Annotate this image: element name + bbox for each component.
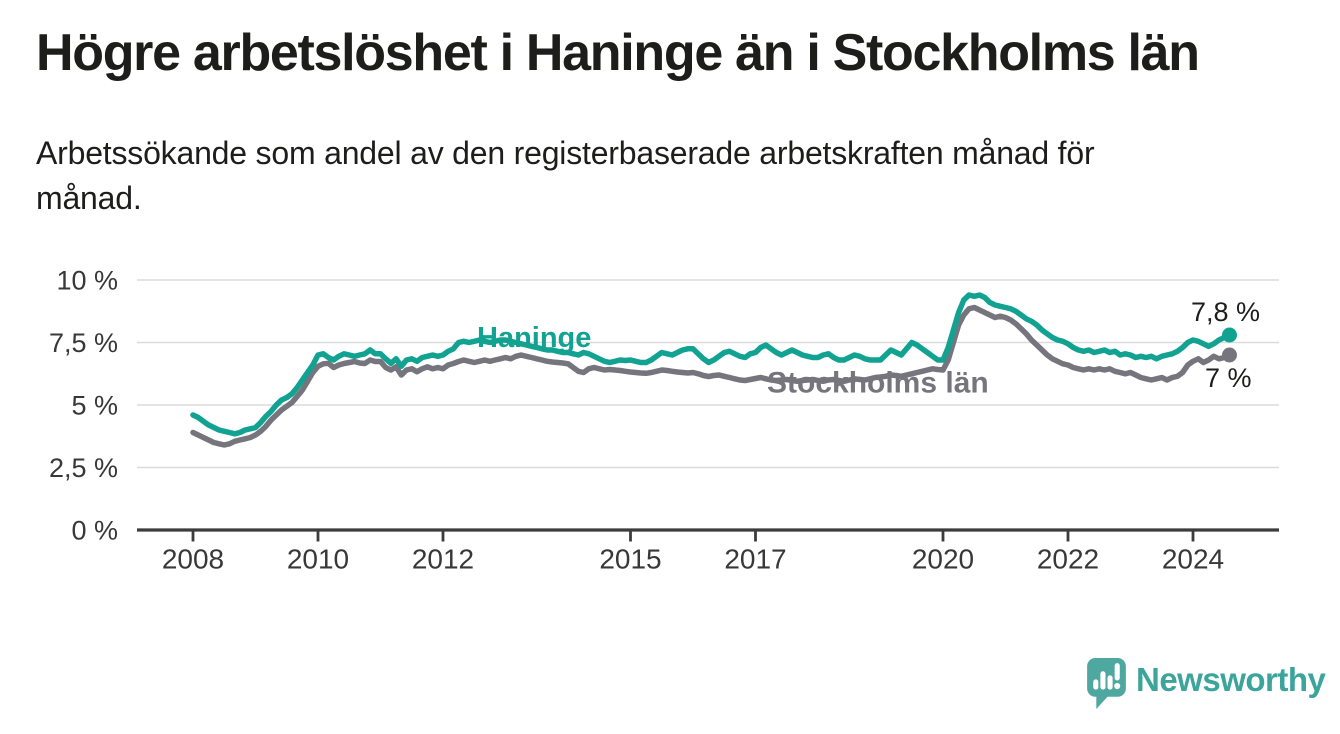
page-title: Högre arbetslöshet i Haninge än i Stockh… — [36, 24, 1200, 82]
x-tick-label: 2020 — [912, 544, 974, 575]
series-line-haninge — [190, 292, 1233, 437]
x-tick-label: 2022 — [1037, 544, 1099, 575]
series-label-haninge: Haninge — [477, 322, 591, 354]
logo-exclamation-bar — [1114, 663, 1120, 681]
x-tick-label: 2015 — [599, 544, 661, 575]
newsworthy-logo-icon — [1087, 658, 1126, 709]
series-line-stockholms-lan — [190, 304, 1233, 448]
logo-exclamation-dot — [1114, 682, 1121, 690]
logo-bar-1 — [1093, 679, 1099, 690]
series-end-value-haninge: 7,8 % — [1191, 297, 1260, 327]
chart-svg: 2008 2010 2012 2015 2017 2020 2022 2024 0 % 2,5 %… — [49, 266, 1279, 575]
logo-bar-3 — [1107, 675, 1113, 690]
y-tick-label: 0 % — [71, 516, 118, 546]
newsworthy-logo-text: Newsworthy — [1136, 661, 1326, 698]
x-tick-label: 2024 — [1162, 544, 1224, 575]
series-end-dot-haninge — [1222, 327, 1237, 343]
x-tick-label: 2010 — [287, 544, 349, 575]
y-tick-label: 10 % — [56, 266, 118, 296]
x-tick-label: 2017 — [724, 544, 786, 575]
logo-bar-2 — [1100, 671, 1106, 690]
x-tick-label: 2012 — [412, 544, 474, 575]
y-tick-label: 2,5 % — [49, 453, 118, 483]
x-tick-label: 2008 — [162, 544, 224, 575]
page-subtitle: Arbetssökande som andel av den registerb… — [36, 135, 1095, 216]
series-end-dot-stockholms-lan — [1222, 347, 1237, 363]
series-label-stockholms-lan: Stockholms län — [767, 367, 989, 400]
y-tick-label: 5 % — [71, 391, 118, 421]
y-tick-label: 7,5 % — [49, 328, 118, 358]
newsworthy-branding: Newsworthy — [1086, 656, 1326, 712]
series-end-value-stockholms-lan: 7 % — [1205, 363, 1252, 393]
